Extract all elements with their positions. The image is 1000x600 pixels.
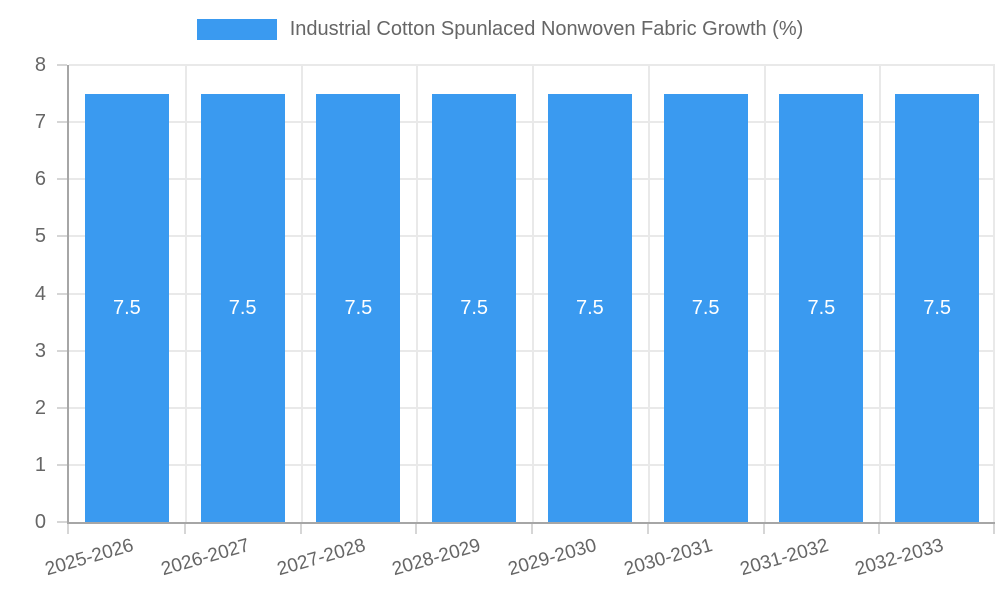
y-axis-label: 5 bbox=[34, 225, 46, 248]
bar bbox=[432, 93, 517, 522]
x-tick bbox=[993, 524, 995, 534]
v-gridline bbox=[763, 65, 766, 522]
v-gridline bbox=[300, 65, 303, 522]
y-tick bbox=[57, 521, 67, 523]
x-tick bbox=[299, 524, 302, 534]
y-axis-label: 6 bbox=[34, 168, 46, 191]
x-tick bbox=[646, 524, 649, 534]
y-axis-label: 3 bbox=[34, 339, 46, 362]
bar bbox=[663, 93, 748, 522]
bar bbox=[895, 93, 980, 522]
v-gridline bbox=[647, 65, 650, 522]
x-tick bbox=[762, 524, 765, 534]
y-tick bbox=[57, 349, 67, 352]
y-axis-label: 2 bbox=[34, 396, 46, 419]
y-axis-label: 8 bbox=[34, 54, 46, 76]
y-axis-label: 0 bbox=[34, 511, 46, 533]
bar bbox=[547, 93, 632, 522]
x-tick bbox=[183, 524, 186, 534]
x-tick bbox=[878, 524, 881, 534]
chart-legend-item[interactable]: Industrial Cotton Spunlaced Nonwoven Fab… bbox=[0, 16, 1000, 42]
y-tick bbox=[57, 406, 67, 409]
x-axis-label: 2031-2032 bbox=[737, 534, 831, 581]
x-axis-label: 2026-2027 bbox=[158, 534, 252, 581]
bar bbox=[779, 93, 864, 522]
y-axis-label: 1 bbox=[34, 453, 46, 476]
x-tick bbox=[67, 524, 69, 534]
v-gridline bbox=[532, 65, 534, 522]
bar-value-label: 7.5 bbox=[807, 296, 836, 319]
x-axis-label: 2030-2031 bbox=[621, 534, 715, 581]
y-tick bbox=[57, 121, 67, 124]
legend-label: Industrial Cotton Spunlaced Nonwoven Fab… bbox=[289, 18, 804, 40]
bar bbox=[316, 93, 401, 522]
plot-area: 7.5 7.5 7.5 7.5 7.5 7.5 7.5 7.5 bbox=[57, 64, 995, 534]
y-tick bbox=[57, 292, 67, 295]
bar-value-label: 7.5 bbox=[923, 296, 952, 319]
bar-value-label: 7.5 bbox=[344, 296, 373, 319]
y-tick bbox=[57, 178, 67, 181]
bar bbox=[84, 93, 169, 522]
v-gridline bbox=[416, 65, 419, 522]
v-gridline bbox=[993, 65, 995, 522]
bar-value-label: 7.5 bbox=[691, 296, 720, 319]
y-tick bbox=[57, 64, 67, 66]
bar-value-label: 7.5 bbox=[460, 296, 489, 319]
x-axis-label: 2029-2030 bbox=[505, 534, 599, 581]
legend-swatch bbox=[196, 18, 277, 40]
x-axis-label: 2025-2026 bbox=[42, 534, 136, 581]
v-gridline bbox=[879, 65, 882, 522]
x-tick bbox=[415, 524, 418, 534]
y-tick bbox=[57, 463, 67, 466]
y-tick bbox=[57, 235, 67, 238]
bar-value-label: 7.5 bbox=[112, 296, 141, 319]
x-axis-label: 2032-2033 bbox=[853, 534, 947, 581]
y-axis-label: 7 bbox=[34, 111, 46, 134]
bar-value-label: 7.5 bbox=[575, 296, 604, 319]
x-axis-label: 2027-2028 bbox=[274, 534, 368, 581]
v-gridline bbox=[184, 65, 187, 522]
x-axis-label: 2028-2029 bbox=[390, 534, 484, 581]
bar bbox=[200, 93, 285, 522]
y-axis-label: 4 bbox=[34, 282, 46, 305]
bar-value-label: 7.5 bbox=[228, 296, 257, 319]
x-tick bbox=[531, 524, 533, 534]
